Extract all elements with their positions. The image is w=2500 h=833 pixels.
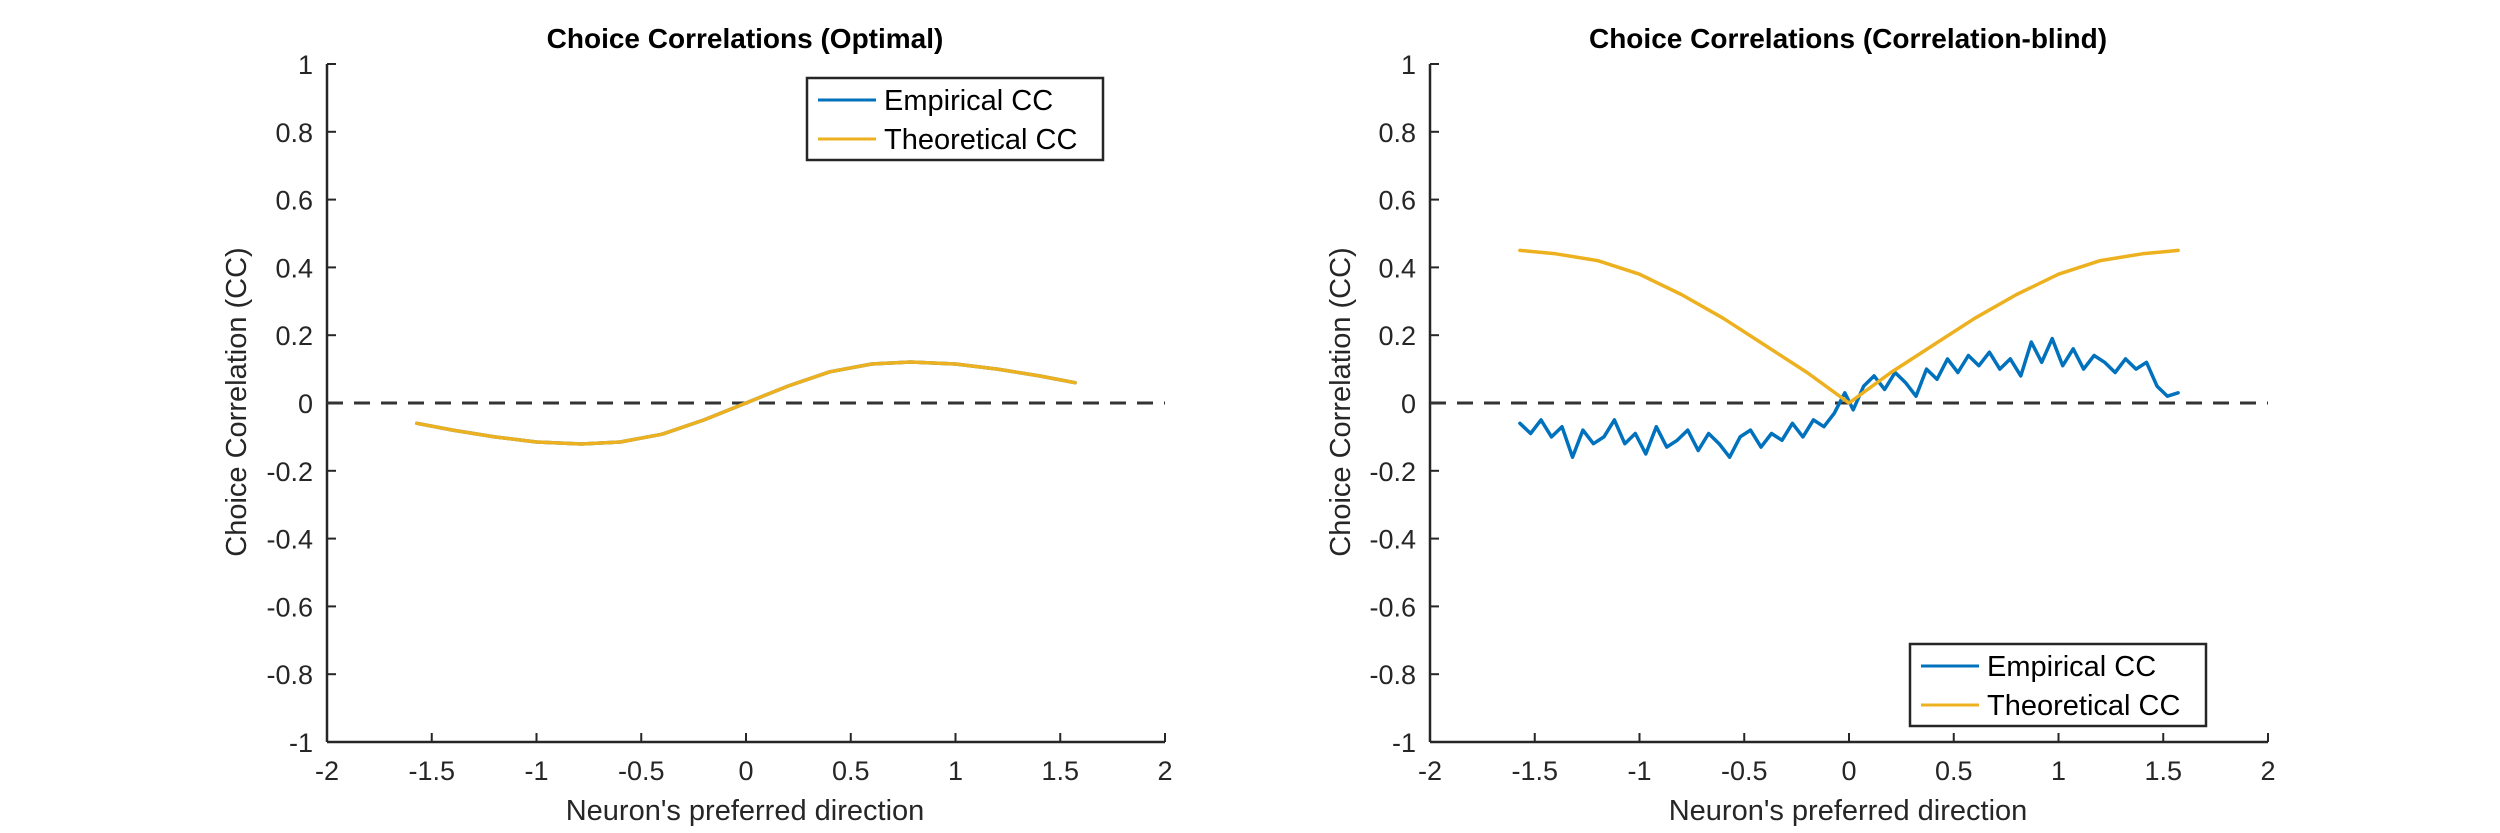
y-tick-label: 1: [298, 50, 313, 80]
legend-label-empirical: Empirical CC: [1987, 651, 2156, 683]
x-tick-label: -2: [1418, 756, 1442, 786]
x-tick-label: -0.5: [618, 756, 665, 786]
x-tick-label: 1.5: [1041, 756, 1079, 786]
legend-label-theoretical: Theoretical CC: [1987, 690, 2180, 722]
x-axis-label: Neuron's preferred direction: [566, 795, 925, 827]
x-tick-label: -0.5: [1721, 756, 1768, 786]
series-line-theoretical-cc: [415, 360, 1077, 446]
y-tick-label: 0.8: [275, 118, 313, 148]
x-tick-label: 0.5: [1935, 756, 1973, 786]
x-tick-label: -1: [1627, 756, 1651, 786]
y-tick-label: 0.4: [275, 253, 313, 283]
x-tick-label: 2: [2260, 756, 2275, 786]
y-tick-label: 0.8: [1378, 118, 1416, 148]
x-tick-label: -2: [315, 756, 339, 786]
x-tick-label: 0: [1841, 756, 1856, 786]
y-tick-label: 0.6: [275, 186, 313, 216]
x-tick-label: 1.5: [2144, 756, 2182, 786]
y-tick-label: -0.6: [266, 592, 313, 622]
y-tick-label: -0.6: [1369, 592, 1416, 622]
x-tick-label: -1: [524, 756, 548, 786]
y-tick-label: -0.8: [1369, 660, 1416, 690]
y-tick-label: -1: [289, 728, 313, 758]
legend: Empirical CC Theoretical CC: [805, 76, 1105, 162]
x-tick-label: -1.5: [408, 756, 455, 786]
x-tick-label: 0: [738, 756, 753, 786]
y-tick-label: -0.2: [1369, 457, 1416, 487]
chart-correlation-blind: Choice Correlations (Correlation-blind) …: [1325, 23, 2276, 827]
legend-box: [1908, 642, 2208, 728]
chart-title: Choice Correlations (Optimal): [547, 23, 944, 54]
series-line-empirical-cc: [1518, 336, 2180, 459]
axis-ticks: -2 -1.5 -1 -0.5 0 0.5 1 1.5 2 -1 -0.8 -0.6 -0.4 -0.2 0…: [1369, 50, 2275, 786]
x-axis-label: Neuron's preferred direction: [1669, 795, 2028, 827]
legend-label-empirical: Empirical CC: [884, 85, 1053, 117]
y-tick-label: -0.4: [266, 525, 313, 555]
y-tick-label: 0: [298, 389, 313, 419]
chart-optimal: Choice Correlations (Optimal) Neuron's p…: [221, 23, 1173, 827]
x-tick-label: 0.5: [832, 756, 870, 786]
x-tick-label: 1: [2051, 756, 2066, 786]
y-tick-label: 0.6: [1378, 186, 1416, 216]
y-axis-label: Choice Correlation (CC): [221, 247, 253, 556]
y-tick-label: 0: [1401, 389, 1416, 419]
y-tick-label: -0.8: [266, 660, 313, 690]
y-tick-label: 0.4: [1378, 253, 1416, 283]
axis-ticks: -2 -1.5 -1 -0.5 0 0.5 1 1.5 2 -1 -0.8 -0.6 -0.4 -0.2 0…: [266, 50, 1172, 786]
chart-title: Choice Correlations (Correlation-blind): [1589, 23, 2107, 54]
series-line-theoretical-cc: [1518, 248, 2180, 405]
series-lines: [1430, 248, 2268, 459]
legend-label-theoretical: Theoretical CC: [884, 124, 1077, 156]
series-lines: [327, 360, 1165, 446]
y-axis-label: Choice Correlation (CC): [1325, 247, 1357, 556]
y-tick-label: 0.2: [275, 321, 313, 351]
x-tick-label: 2: [1157, 756, 1172, 786]
y-tick-label: 0.2: [1378, 321, 1416, 351]
x-tick-label: 1: [948, 756, 963, 786]
x-tick-label: -1.5: [1511, 756, 1558, 786]
legend: Empirical CC Theoretical CC: [1908, 642, 2208, 728]
legend-box: [805, 76, 1105, 162]
y-tick-label: 1: [1401, 50, 1416, 80]
y-tick-label: -0.2: [266, 457, 313, 487]
y-tick-label: -1: [1392, 728, 1416, 758]
y-tick-label: -0.4: [1369, 525, 1416, 555]
